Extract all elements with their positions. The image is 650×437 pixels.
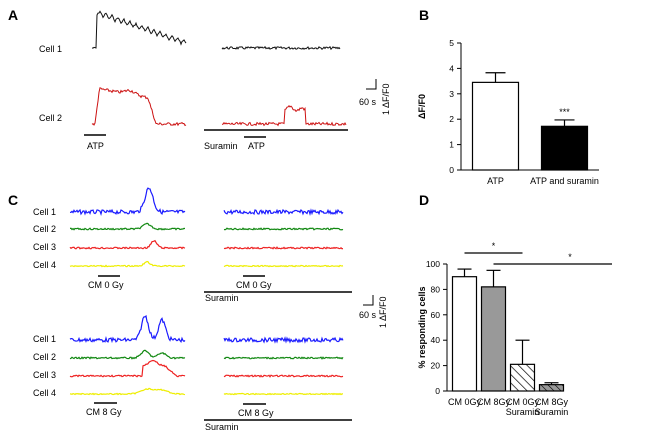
panel-b-y-tick-label: 4 xyxy=(449,63,454,73)
panel-d-letter: D xyxy=(419,192,429,208)
panel-d-y-tick-label: 40 xyxy=(431,335,441,345)
panel-d-significance-label: * xyxy=(568,252,572,262)
panel-b-letter: B xyxy=(419,7,429,23)
panel-c-bot-suramin-label: Suramin xyxy=(205,422,239,432)
panel-d-category-label: Suramin xyxy=(506,407,540,417)
panel-b-y-tick-label: 2 xyxy=(449,114,454,124)
panel-c-bot-cell1-trace-suramin xyxy=(223,336,344,344)
panel-d-bar xyxy=(451,276,478,392)
panel-a-cell1-trace-suramin xyxy=(221,45,341,51)
panel-b-y-tick-label: 3 xyxy=(449,89,454,99)
panel-d-bar xyxy=(538,384,565,392)
panel-c-bot-cell3-label: Cell 3 xyxy=(33,370,56,380)
panel-c-traces xyxy=(69,187,344,396)
panel-d-bar xyxy=(480,286,507,392)
panel-c-bot-cell2-trace xyxy=(69,349,186,360)
panel-d-category-label: CM 0Gy xyxy=(448,397,482,407)
panel-a-cell1-trace xyxy=(91,10,187,49)
panel-b-category-label: ATP and suramin xyxy=(530,176,599,186)
panel-b-y-tick-label: 0 xyxy=(449,165,454,175)
panel-c-bot-stim-label-2: CM 8 Gy xyxy=(238,408,274,418)
panel-b-y-label: ΔF/F0 xyxy=(417,94,427,119)
panel-b-category-label: ATP xyxy=(487,176,504,186)
panel-c-top-cell4-trace-suramin xyxy=(223,264,344,268)
panel-b-y-tick-label: 5 xyxy=(449,38,454,48)
panel-c-bot-cell2-label: Cell 2 xyxy=(33,352,56,362)
panel-c-top-stim-label: CM 0 Gy xyxy=(88,280,124,290)
panel-d-y-tick-label: 100 xyxy=(426,259,440,269)
panel-d-category-label: CM 8Gy xyxy=(535,397,569,407)
panel-c-bot-cell1-label: Cell 1 xyxy=(33,334,56,344)
panel-a-cell2-trace xyxy=(91,87,187,127)
panel-c-top-cell1-trace-suramin xyxy=(223,208,344,217)
panel-c-top-cell1-trace xyxy=(69,187,186,217)
panel-d-y-tick-label: 80 xyxy=(431,284,441,294)
panel-c-bot-cell2-trace-suramin xyxy=(223,356,344,360)
panel-d-category-label: CM 0Gy xyxy=(506,397,540,407)
panel-c-top-cell2-trace xyxy=(69,222,186,231)
panel-a-scalebar: 60 s 1 ΔF/F0 xyxy=(359,79,391,115)
panel-a-scale-time: 60 s xyxy=(359,97,377,107)
panel-a-cell1-label: Cell 1 xyxy=(39,44,62,54)
panel-c-top-cell2-trace-suramin xyxy=(223,227,344,231)
panel-c-top-cell4-trace xyxy=(69,260,186,268)
panel-d-y-tick-label: 0 xyxy=(435,386,440,396)
panel-d-y-tick-label: 60 xyxy=(431,310,441,320)
panel-c-bot-cell4-trace xyxy=(69,387,186,396)
panel-c-scale-time: 60 s xyxy=(359,310,377,320)
panel-b-chart: 0 1 2 3 4 5 ΔF/F0 ATP ATP and suramin *** xyxy=(417,38,599,186)
panel-c-top-cell2-label: Cell 2 xyxy=(33,224,56,234)
panel-c-scalebar: 60 s 1 ΔF/F0 xyxy=(359,295,388,328)
panel-b-bar xyxy=(540,125,589,171)
panel-a-cell2-label: Cell 2 xyxy=(39,113,62,123)
panel-a-traces xyxy=(91,10,347,127)
panel-a-atp-label-2: ATP xyxy=(248,141,265,151)
panel-a-suramin-label: Suramin xyxy=(204,141,238,151)
panel-d-bar xyxy=(509,363,536,392)
panel-c-bot-cell3-trace-suramin xyxy=(223,374,344,378)
panel-d-category-label: CM 8Gy xyxy=(477,397,511,407)
panel-a-cell2-trace-suramin xyxy=(221,104,347,127)
panel-c-bot-cell4-label: Cell 4 xyxy=(33,388,56,398)
panel-b-bar xyxy=(471,81,520,171)
panel-c-top-cell3-trace-suramin xyxy=(223,246,344,250)
panel-c-top-cell1-label: Cell 1 xyxy=(33,207,56,217)
panel-c-letter: C xyxy=(8,192,18,208)
panel-c-bot-cell3-trace xyxy=(69,359,186,378)
panel-c-top-suramin-label: Suramin xyxy=(205,293,239,303)
panel-c-bot-cell1-trace xyxy=(69,314,186,344)
panel-d-y-label: % responding cells xyxy=(417,286,427,368)
panel-a-atp-label: ATP xyxy=(87,141,104,151)
panel-c-bot-stim-label: CM 8 Gy xyxy=(86,407,122,417)
panel-d-significance-label: * xyxy=(492,241,496,251)
panel-c-top-cell4-label: Cell 4 xyxy=(33,260,56,270)
panel-c-scale-amp: 1 ΔF/F0 xyxy=(378,296,388,328)
panel-b-significance-label: *** xyxy=(559,107,570,117)
panel-b-y-tick-label: 1 xyxy=(449,140,454,150)
panel-a-scale-amp: 1 ΔF/F0 xyxy=(381,83,391,115)
panel-d-category-label: Suramin xyxy=(535,407,569,417)
panel-c-top-cell3-label: Cell 3 xyxy=(33,242,56,252)
panel-d-y-tick-label: 20 xyxy=(431,361,441,371)
panel-c-bot-cell4-trace-suramin xyxy=(223,392,344,396)
panel-a-letter: A xyxy=(8,7,18,23)
panel-c-top-stim-label-2: CM 0 Gy xyxy=(236,280,272,290)
panel-c-top-cell3-trace xyxy=(69,239,186,250)
